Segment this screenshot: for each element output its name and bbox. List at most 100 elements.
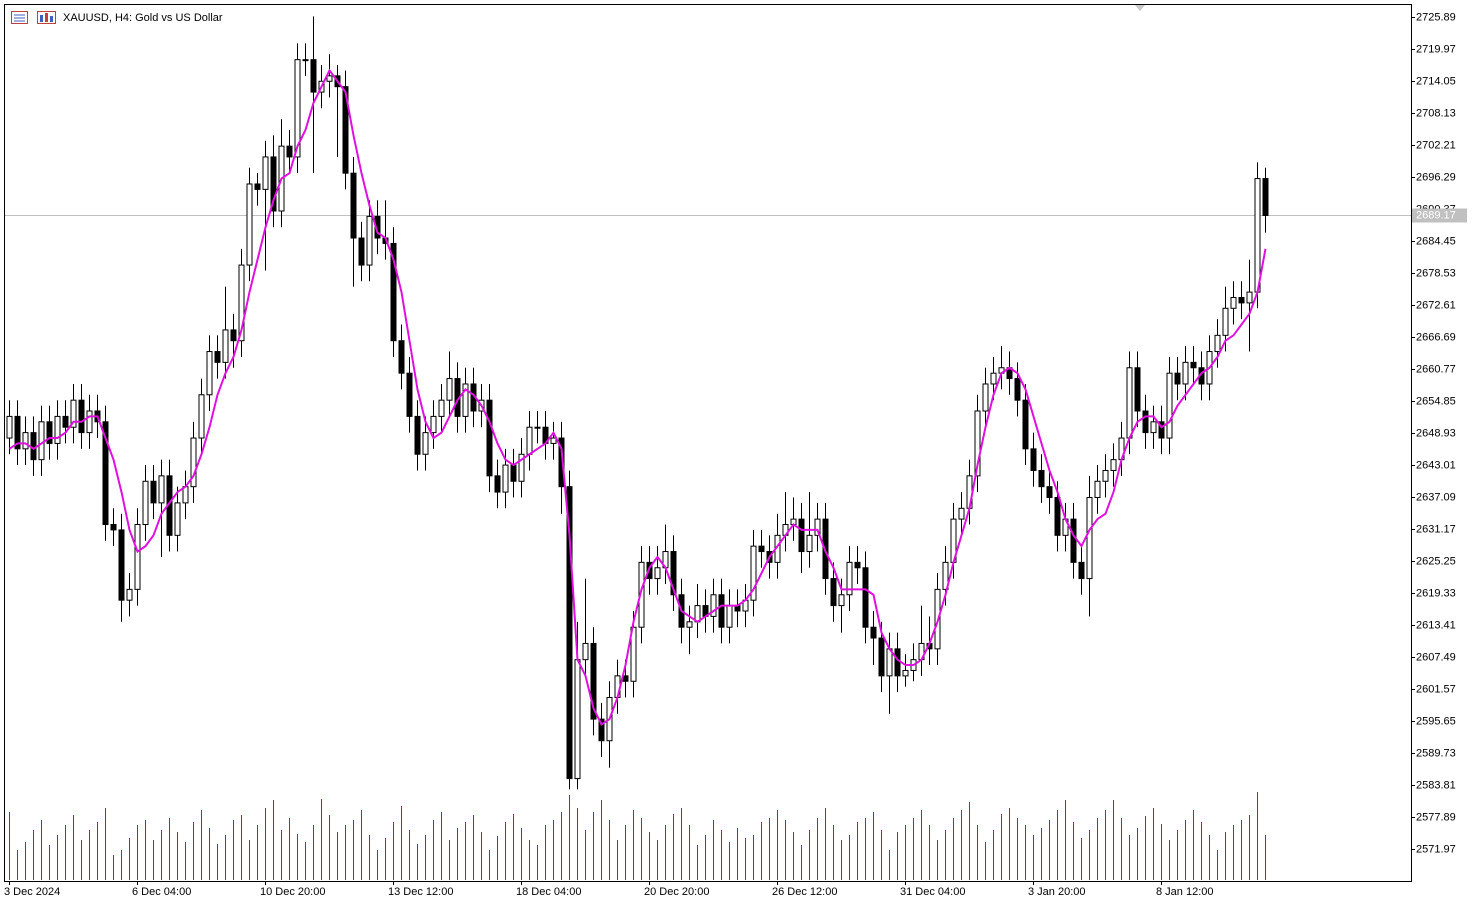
- candle-body: [310, 59, 317, 93]
- y-tick-label: 2684.45: [1416, 235, 1456, 247]
- candle-body: [502, 464, 509, 493]
- candle-body: [270, 156, 277, 212]
- y-tick-label: 2719.97: [1416, 43, 1456, 55]
- candle-body: [894, 648, 901, 677]
- candle-body: [406, 372, 413, 417]
- y-tick-label: 2696.29: [1416, 171, 1456, 183]
- candle-body: [1070, 518, 1077, 563]
- y-tick-label: 2571.97: [1416, 843, 1456, 855]
- candle-body: [878, 637, 885, 677]
- candle-body: [718, 594, 725, 628]
- candle-body: [1102, 469, 1109, 482]
- candle-body: [654, 567, 661, 580]
- candle-body: [342, 86, 349, 174]
- y-tick-label: 2637.09: [1416, 491, 1456, 503]
- candle-body: [462, 383, 469, 417]
- candle-body: [558, 437, 565, 488]
- candle-body: [758, 545, 765, 553]
- candle-body: [982, 383, 989, 412]
- x-tick-label: 13 Dec 12:00: [388, 886, 453, 898]
- indicator-icon[interactable]: [37, 11, 56, 24]
- candle-body: [574, 659, 581, 780]
- candle-body: [1038, 469, 1045, 488]
- candle-body: [142, 480, 149, 526]
- candle-body: [182, 486, 189, 504]
- y-tick-label: 2654.85: [1416, 395, 1456, 407]
- candle-body: [174, 502, 181, 536]
- y-tick-label: 2607.49: [1416, 651, 1456, 663]
- candle-body: [494, 475, 501, 493]
- candle-body: [414, 415, 421, 455]
- candle-body: [366, 215, 373, 266]
- candle-body: [486, 399, 493, 477]
- candle-body: [598, 718, 605, 742]
- candle-body: [1190, 361, 1197, 369]
- shift-marker[interactable]: [1135, 5, 1145, 11]
- candle-body: [198, 394, 205, 439]
- y-tick-label: 2643.01: [1416, 459, 1456, 471]
- candle-body: [1134, 367, 1141, 412]
- x-tick-label: 18 Dec 04:00: [516, 886, 581, 898]
- candle-body: [110, 524, 117, 531]
- candle-body: [14, 415, 21, 450]
- moving-average: [8, 68, 1267, 726]
- candle-body: [70, 399, 77, 428]
- candle-body: [726, 605, 733, 628]
- candle-body: [550, 437, 557, 444]
- candle-body: [958, 507, 965, 520]
- candle-body: [694, 605, 701, 623]
- x-tick-label: 26 Dec 12:00: [772, 886, 837, 898]
- candle-body: [1214, 334, 1221, 353]
- candle-body: [6, 415, 13, 439]
- candle-body: [126, 588, 133, 601]
- candle-body: [1246, 291, 1253, 304]
- candle-body: [1126, 367, 1133, 439]
- candle-body: [102, 421, 109, 526]
- candle-body: [750, 545, 757, 601]
- candle-body: [1182, 361, 1189, 385]
- candle-body: [1238, 296, 1245, 304]
- y-tick-label: 2613.41: [1416, 619, 1456, 631]
- candle-body: [838, 594, 845, 607]
- candle-body: [854, 561, 861, 569]
- candle-body: [582, 642, 589, 661]
- candle-body: [150, 480, 157, 504]
- candle-body: [806, 534, 813, 553]
- candle-body: [86, 410, 93, 434]
- candle-body: [438, 399, 445, 417]
- candle-body: [830, 578, 837, 607]
- candle-body: [390, 242, 397, 342]
- candle-body: [38, 421, 45, 461]
- candle-body: [22, 432, 29, 450]
- candle-body: [1166, 372, 1173, 439]
- candle-body: [534, 426, 541, 429]
- candle-body: [510, 464, 517, 482]
- candle-body: [206, 351, 213, 396]
- y-tick-label: 2601.57: [1416, 683, 1456, 695]
- candle-body: [590, 642, 597, 720]
- x-tick-label: 3 Dec 2024: [4, 886, 60, 898]
- candle-body: [638, 561, 645, 628]
- y-tick-label: 2619.33: [1416, 587, 1456, 599]
- candle-body: [286, 145, 293, 158]
- y-tick-label: 2714.05: [1416, 75, 1456, 87]
- candle-body: [1150, 421, 1157, 434]
- candle-body: [670, 551, 677, 596]
- candle-body: [518, 453, 525, 482]
- chart-title: XAUUSD, H4: Gold vs US Dollar: [63, 12, 223, 24]
- candle-body: [430, 415, 437, 434]
- menu-icon[interactable]: [11, 11, 28, 24]
- candle-body: [990, 372, 997, 385]
- candle-body: [238, 264, 245, 342]
- candle-body: [798, 518, 805, 553]
- candle-body: [1086, 496, 1093, 580]
- candle-body: [862, 567, 869, 628]
- candle-body: [942, 561, 949, 590]
- candle-body: [30, 432, 37, 461]
- candle-body: [358, 237, 365, 266]
- candle-body: [326, 75, 333, 82]
- candle-body: [1022, 399, 1029, 450]
- y-tick-label: 2678.53: [1416, 267, 1456, 279]
- x-tick-label: 31 Dec 04:00: [900, 886, 965, 898]
- y-tick-label: 2702.21: [1416, 139, 1456, 151]
